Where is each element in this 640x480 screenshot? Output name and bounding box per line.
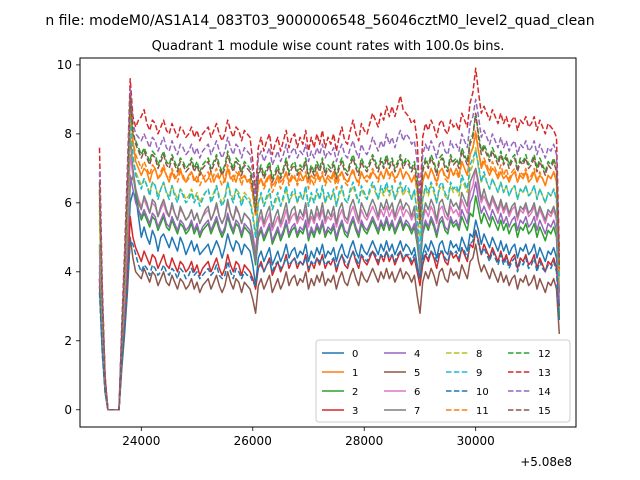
chart-title: Quadrant 1 module wise count rates with … <box>152 39 505 54</box>
legend-label-4: 4 <box>414 349 420 360</box>
series-line-2 <box>98 174 561 411</box>
y-tick-label: 4 <box>64 265 72 279</box>
series-line-12 <box>98 98 561 411</box>
x-tick-label: 26000 <box>234 434 272 448</box>
legend-label-2: 2 <box>352 387 358 398</box>
series-line-0 <box>98 191 561 411</box>
series-line-14 <box>98 88 561 411</box>
legend-label-11: 11 <box>476 406 489 417</box>
x-offset-label: +5.08e8 <box>520 455 572 469</box>
legend-box <box>315 339 571 423</box>
y-tick-label: 6 <box>64 196 72 210</box>
y-tick-label: 8 <box>64 127 72 141</box>
series-line-8 <box>98 122 561 411</box>
legend-label-13: 13 <box>538 368 551 379</box>
plot-lines <box>98 67 561 411</box>
legend-label-15: 15 <box>538 406 551 417</box>
series-line-7 <box>98 133 561 411</box>
legend-label-14: 14 <box>538 387 551 398</box>
x-tick-label: 24000 <box>122 434 160 448</box>
legend-label-5: 5 <box>414 368 420 379</box>
series-line-15 <box>98 95 561 411</box>
x-tick-label: 28000 <box>345 434 383 448</box>
legend-label-0: 0 <box>352 349 358 360</box>
series-line-10 <box>98 229 561 411</box>
y-tick-label: 2 <box>64 334 72 348</box>
legend-label-8: 8 <box>476 349 482 360</box>
legend-label-9: 9 <box>476 368 482 379</box>
legend-label-6: 6 <box>414 387 420 398</box>
legend-label-1: 1 <box>352 368 358 379</box>
legend-label-3: 3 <box>352 406 358 417</box>
figure-suptitle: n file: modeM0/AS1A14_083T03_9000006548_… <box>45 13 594 29</box>
y-tick-label: 0 <box>64 403 72 417</box>
series-line-11 <box>98 102 561 411</box>
series-line-9 <box>98 115 561 411</box>
y-tick-label: 10 <box>57 58 72 72</box>
legend-label-12: 12 <box>538 349 551 360</box>
axes-frame <box>79 57 577 428</box>
legend-label-10: 10 <box>476 387 489 398</box>
series-line-4 <box>98 174 561 411</box>
series-line-5 <box>98 236 561 411</box>
x-tick-label: 30000 <box>457 434 495 448</box>
legend-label-7: 7 <box>414 406 420 417</box>
